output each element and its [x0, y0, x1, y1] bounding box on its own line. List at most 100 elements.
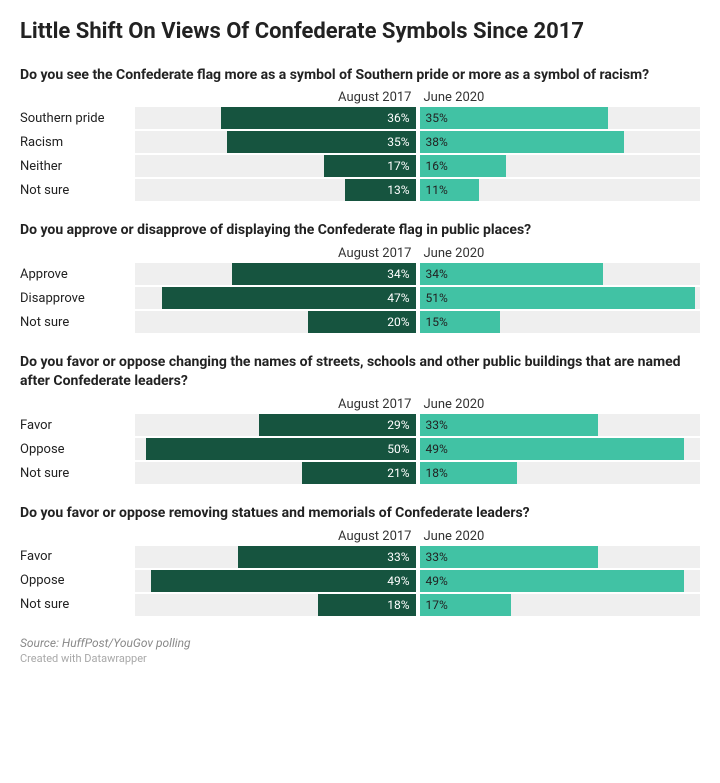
- row-label: Disapprove: [20, 287, 135, 309]
- row-label: Racism: [20, 131, 135, 153]
- bar-row: Favor 29% 33%: [20, 414, 700, 436]
- credit-line: Created with Datawrapper: [20, 652, 700, 665]
- bar-right: 38%: [420, 131, 625, 153]
- chart-footer: Source: HuffPost/YouGov polling Created …: [20, 636, 700, 665]
- bar-value-right: 38%: [426, 135, 448, 149]
- bar-left: 29%: [259, 414, 415, 436]
- bar-left: 17%: [324, 155, 416, 177]
- bar-right: 51%: [420, 287, 695, 309]
- question-text: Do you favor or oppose removing statues …: [20, 504, 700, 523]
- bar-value-right: 15%: [426, 315, 448, 329]
- bar-track-left: 50%: [135, 438, 416, 460]
- bar-left: 36%: [221, 107, 415, 129]
- bar-value-left: 29%: [387, 418, 409, 432]
- bar-value-right: 34%: [426, 267, 448, 281]
- bar-right: 33%: [420, 414, 598, 436]
- bar-left: 18%: [318, 594, 415, 616]
- bar-track-right: 33%: [420, 414, 701, 436]
- bar-track-left: 29%: [135, 414, 416, 436]
- bar-value-right: 49%: [426, 574, 448, 588]
- bar-track-right: 35%: [420, 107, 701, 129]
- row-label: Oppose: [20, 438, 135, 460]
- bar-track-left: 36%: [135, 107, 416, 129]
- bar-track-left: 49%: [135, 570, 416, 592]
- bar-value-left: 13%: [387, 183, 409, 197]
- bar-track-right: 49%: [420, 438, 701, 460]
- bar-row: Neither17%16%: [20, 155, 700, 177]
- column-header-row: August 2017June 2020: [20, 397, 700, 412]
- bar-row: Not sure18%17%: [20, 594, 700, 616]
- bar-row: Not sure 21% 18%: [20, 462, 700, 484]
- bar-track-left: 20%: [135, 311, 416, 333]
- bar-right: 18%: [420, 462, 517, 484]
- row-label: Not sure: [20, 311, 135, 333]
- bar-track-left: 17%: [135, 155, 416, 177]
- row-label: Not sure: [20, 179, 135, 201]
- bar-right: 11%: [420, 179, 479, 201]
- bar-value-left: 50%: [387, 442, 409, 456]
- bar-track-left: 35%: [135, 131, 416, 153]
- column-header-right: June 2020: [416, 90, 701, 105]
- bar-value-left: 21%: [387, 466, 409, 480]
- chart-area: Do you see the Confederate flag more as …: [20, 66, 700, 616]
- chart-group: Do you favor or oppose changing the name…: [20, 353, 700, 484]
- question-text: Do you see the Confederate flag more as …: [20, 66, 700, 85]
- row-label: Approve: [20, 263, 135, 285]
- bar-track-left: 47%: [135, 287, 416, 309]
- bar-value-left: 18%: [387, 598, 409, 612]
- bar-track-left: 34%: [135, 263, 416, 285]
- row-label: Not sure: [20, 462, 135, 484]
- bar-value-right: 51%: [426, 291, 448, 305]
- bar-value-left: 20%: [387, 315, 409, 329]
- bar-value-right: 35%: [426, 111, 448, 125]
- column-header-right: June 2020: [416, 529, 701, 544]
- bar-track-right: 34%: [420, 263, 701, 285]
- bar-row: Racism 35% 38%: [20, 131, 700, 153]
- bar-track-right: 15%: [420, 311, 701, 333]
- bar-value-left: 17%: [387, 159, 409, 173]
- bar-row: Southern pride 36% 35%: [20, 107, 700, 129]
- bar-track-right: 16%: [420, 155, 701, 177]
- column-header-left: August 2017: [135, 529, 416, 544]
- bar-right: 16%: [420, 155, 506, 177]
- bar-row: Oppose 50% 49%: [20, 438, 700, 460]
- bar-right: 34%: [420, 263, 603, 285]
- bar-value-right: 18%: [426, 466, 448, 480]
- bar-row: Oppose 49% 49%: [20, 570, 700, 592]
- source-line: Source: HuffPost/YouGov polling: [20, 636, 700, 650]
- bar-left: 50%: [146, 438, 416, 460]
- bar-right: 49%: [420, 438, 684, 460]
- column-header-left: August 2017: [135, 90, 416, 105]
- bar-track-right: 33%: [420, 546, 701, 568]
- bar-left: 13%: [345, 179, 415, 201]
- bar-left: 35%: [227, 131, 416, 153]
- bar-right: 33%: [420, 546, 598, 568]
- column-header-row: August 2017June 2020: [20, 529, 700, 544]
- row-label: Oppose: [20, 570, 135, 592]
- bar-value-left: 35%: [387, 135, 409, 149]
- row-label: Southern pride: [20, 107, 135, 129]
- chart-group: Do you favor or oppose removing statues …: [20, 504, 700, 616]
- bar-value-right: 33%: [426, 418, 448, 432]
- bar-right: 35%: [420, 107, 609, 129]
- bar-left: 34%: [232, 263, 415, 285]
- column-header-row: August 2017June 2020: [20, 90, 700, 105]
- row-label: Favor: [20, 414, 135, 436]
- bar-track-right: 17%: [420, 594, 701, 616]
- column-header-left: August 2017: [135, 397, 416, 412]
- bar-left: 49%: [151, 570, 415, 592]
- question-text: Do you approve or disapprove of displayi…: [20, 221, 700, 240]
- bar-track-right: 38%: [420, 131, 701, 153]
- column-header-row: August 2017June 2020: [20, 246, 700, 261]
- bar-value-right: 16%: [426, 159, 448, 173]
- bar-right: 15%: [420, 311, 501, 333]
- column-header-right: June 2020: [416, 397, 701, 412]
- bar-row: Approve 34% 34%: [20, 263, 700, 285]
- row-label: Favor: [20, 546, 135, 568]
- bar-track-left: 33%: [135, 546, 416, 568]
- bar-value-left: 47%: [387, 291, 409, 305]
- bar-left: 21%: [302, 462, 415, 484]
- bar-value-right: 33%: [426, 550, 448, 564]
- bar-value-right: 11%: [426, 183, 448, 197]
- bar-right: 17%: [420, 594, 512, 616]
